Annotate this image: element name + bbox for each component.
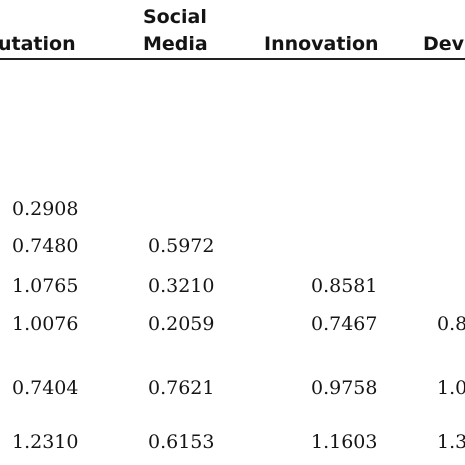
table-cell: 0.7480 (12, 235, 79, 257)
table-cell: 0.2059 (148, 313, 215, 335)
table-cell: 1.0 (437, 377, 465, 399)
header-reputation: utation (0, 33, 76, 55)
table-cell: 0.6153 (148, 431, 215, 453)
table-cell: 0.7404 (12, 377, 79, 399)
header-social-media-line2: Media (143, 33, 208, 55)
table-cell: 0.2908 (12, 198, 79, 220)
header-rule (0, 58, 465, 60)
table-cell: 0.8 (437, 313, 465, 335)
table-cell: 0.3210 (148, 275, 215, 297)
table-cell: 1.1603 (311, 431, 378, 453)
table-cell: 1.0076 (12, 313, 79, 335)
header-social-media-line1: Social (143, 6, 207, 28)
table-cell: 1.0765 (12, 275, 79, 297)
header-innovation: Innovation (264, 33, 379, 55)
table-cell: 0.7621 (148, 377, 215, 399)
table-cell: 0.7467 (311, 313, 378, 335)
table-cell: 1.3 (437, 431, 465, 453)
header-development: Dev (423, 33, 465, 55)
table-cell: 0.8581 (311, 275, 378, 297)
table-cell: 0.9758 (311, 377, 378, 399)
table-cell: 1.2310 (12, 431, 79, 453)
table-cell: 0.5972 (148, 235, 215, 257)
